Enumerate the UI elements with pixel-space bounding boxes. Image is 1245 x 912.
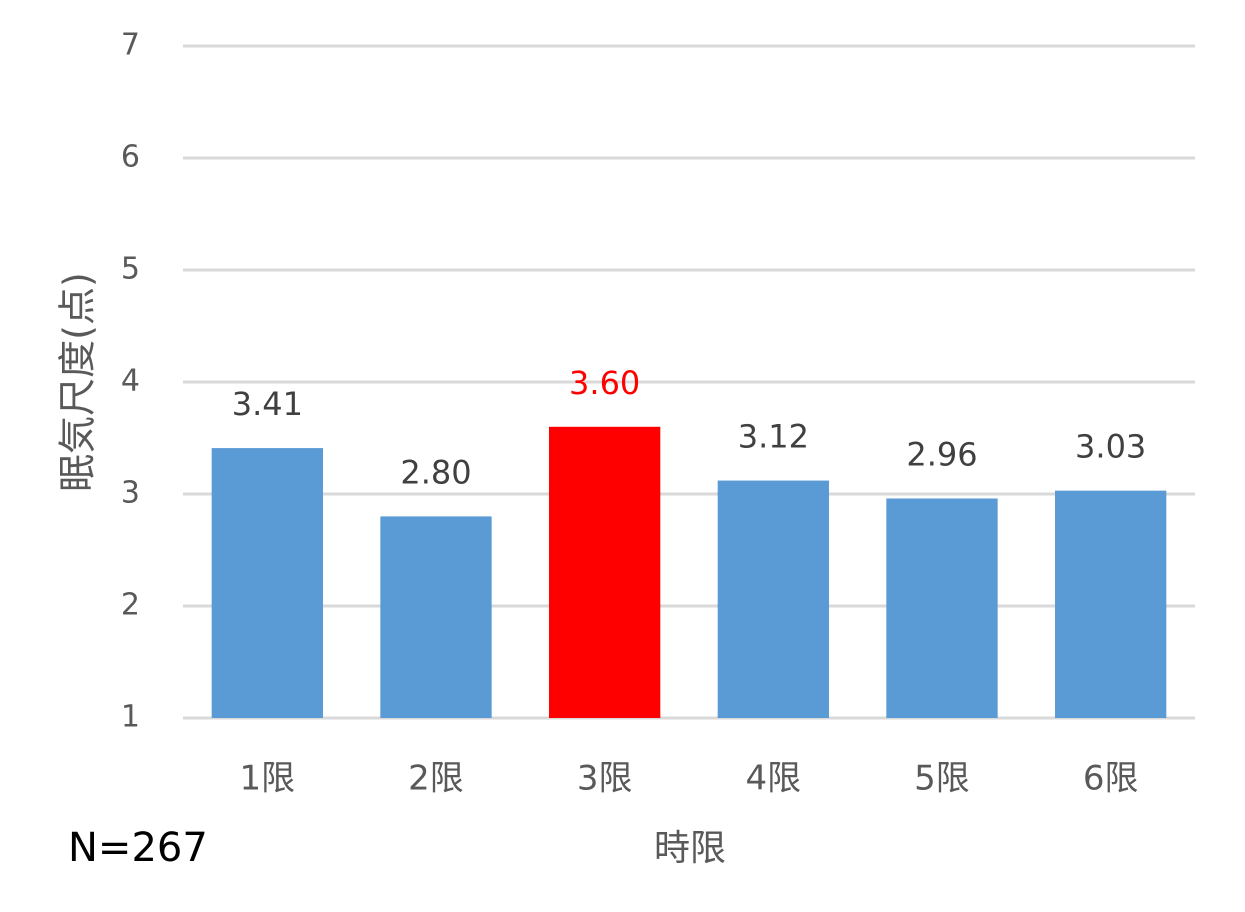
data-label: 3.60 bbox=[569, 364, 640, 402]
x-tick-label: 3限 bbox=[577, 759, 633, 799]
y-tick-label: 5 bbox=[121, 252, 140, 287]
y-tick-label: 2 bbox=[121, 588, 140, 623]
data-label: 2.80 bbox=[400, 453, 471, 491]
x-tick-label: 4限 bbox=[746, 759, 802, 799]
x-tick-label: 6限 bbox=[1083, 759, 1139, 799]
bar bbox=[886, 498, 998, 718]
y-tick-label: 6 bbox=[121, 140, 140, 175]
bar bbox=[211, 448, 323, 718]
annotation: N=267 bbox=[68, 825, 208, 871]
x-tick-label: 1限 bbox=[240, 759, 296, 799]
data-label: 3.12 bbox=[738, 418, 809, 456]
data-label: 3.03 bbox=[1075, 428, 1146, 466]
x-tick-label: 2限 bbox=[408, 759, 464, 799]
bar bbox=[380, 516, 492, 718]
y-tick-label: 7 bbox=[121, 28, 140, 63]
y-axis-title: 眠気尺度(点) bbox=[56, 272, 100, 492]
bar bbox=[549, 426, 661, 718]
data-label: 3.41 bbox=[232, 385, 303, 423]
y-tick-label: 1 bbox=[121, 700, 140, 735]
x-axis-title: 時限 bbox=[654, 828, 726, 869]
y-tick-label: 4 bbox=[121, 364, 140, 399]
data-label: 2.96 bbox=[906, 435, 977, 473]
y-tick-label: 3 bbox=[121, 476, 140, 511]
x-tick-label: 5限 bbox=[914, 759, 970, 799]
bar bbox=[717, 480, 829, 718]
bar bbox=[1055, 490, 1167, 718]
